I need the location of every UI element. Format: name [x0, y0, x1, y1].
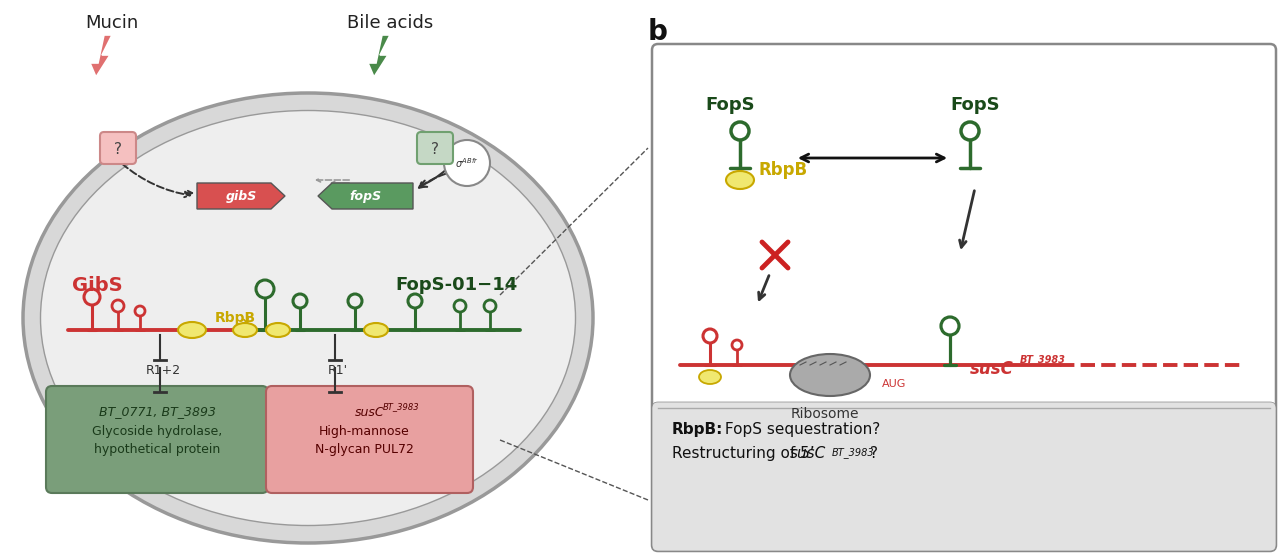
FancyBboxPatch shape: [652, 402, 1276, 551]
Text: RbpB: RbpB: [758, 161, 808, 179]
Polygon shape: [90, 35, 113, 77]
Polygon shape: [197, 183, 285, 209]
Text: b: b: [648, 18, 668, 46]
Text: Glycoside hydrolase,: Glycoside hydrolase,: [92, 426, 223, 438]
Text: RbpB: RbpB: [215, 311, 256, 325]
Text: Bile acids: Bile acids: [347, 14, 433, 32]
Text: BT_3983: BT_3983: [1020, 355, 1066, 365]
Circle shape: [444, 140, 490, 186]
Text: susC: susC: [970, 360, 1014, 378]
Text: FopS: FopS: [705, 96, 755, 114]
Ellipse shape: [699, 370, 721, 384]
Text: R1': R1': [328, 364, 348, 377]
Text: ?: ?: [431, 141, 439, 157]
Ellipse shape: [790, 354, 870, 396]
FancyBboxPatch shape: [652, 44, 1276, 551]
Text: ?: ?: [870, 446, 878, 461]
Text: RbpB:: RbpB:: [672, 422, 723, 437]
Ellipse shape: [364, 323, 388, 337]
Text: fopS: fopS: [349, 190, 381, 203]
Polygon shape: [317, 183, 413, 209]
Text: FopS-01−14: FopS-01−14: [396, 276, 517, 294]
FancyBboxPatch shape: [46, 386, 268, 493]
FancyBboxPatch shape: [266, 386, 474, 493]
Text: N-glycan PUL72: N-glycan PUL72: [315, 443, 413, 457]
Ellipse shape: [266, 323, 291, 337]
Text: FopS: FopS: [950, 96, 1000, 114]
Text: ?: ?: [114, 141, 122, 157]
Text: GibS: GibS: [72, 276, 123, 295]
Text: BT_0771, BT_3893: BT_0771, BT_3893: [99, 405, 215, 418]
Text: FopS sequestration?: FopS sequestration?: [721, 422, 881, 437]
FancyBboxPatch shape: [100, 132, 136, 164]
Ellipse shape: [726, 171, 754, 189]
Text: gibS: gibS: [225, 190, 256, 203]
Text: hypothetical protein: hypothetical protein: [93, 443, 220, 457]
Text: R1+2: R1+2: [146, 364, 180, 377]
Text: High-mannose: High-mannose: [319, 426, 410, 438]
Text: Ribosome: Ribosome: [791, 407, 859, 421]
Text: AUG: AUG: [882, 379, 906, 389]
Text: BT_3983: BT_3983: [832, 447, 874, 458]
Text: $\sigma^{ABfr}$: $\sigma^{ABfr}$: [456, 156, 479, 170]
Ellipse shape: [41, 110, 576, 525]
Text: susC: susC: [790, 446, 827, 461]
Ellipse shape: [23, 93, 593, 543]
Text: BT_3983: BT_3983: [383, 403, 420, 412]
Text: Restructuring of 5’: Restructuring of 5’: [672, 446, 814, 461]
Polygon shape: [369, 35, 390, 77]
Text: Mucin: Mucin: [86, 14, 138, 32]
Ellipse shape: [178, 322, 206, 338]
Ellipse shape: [233, 323, 257, 337]
Text: susC: susC: [355, 405, 384, 418]
FancyBboxPatch shape: [417, 132, 453, 164]
